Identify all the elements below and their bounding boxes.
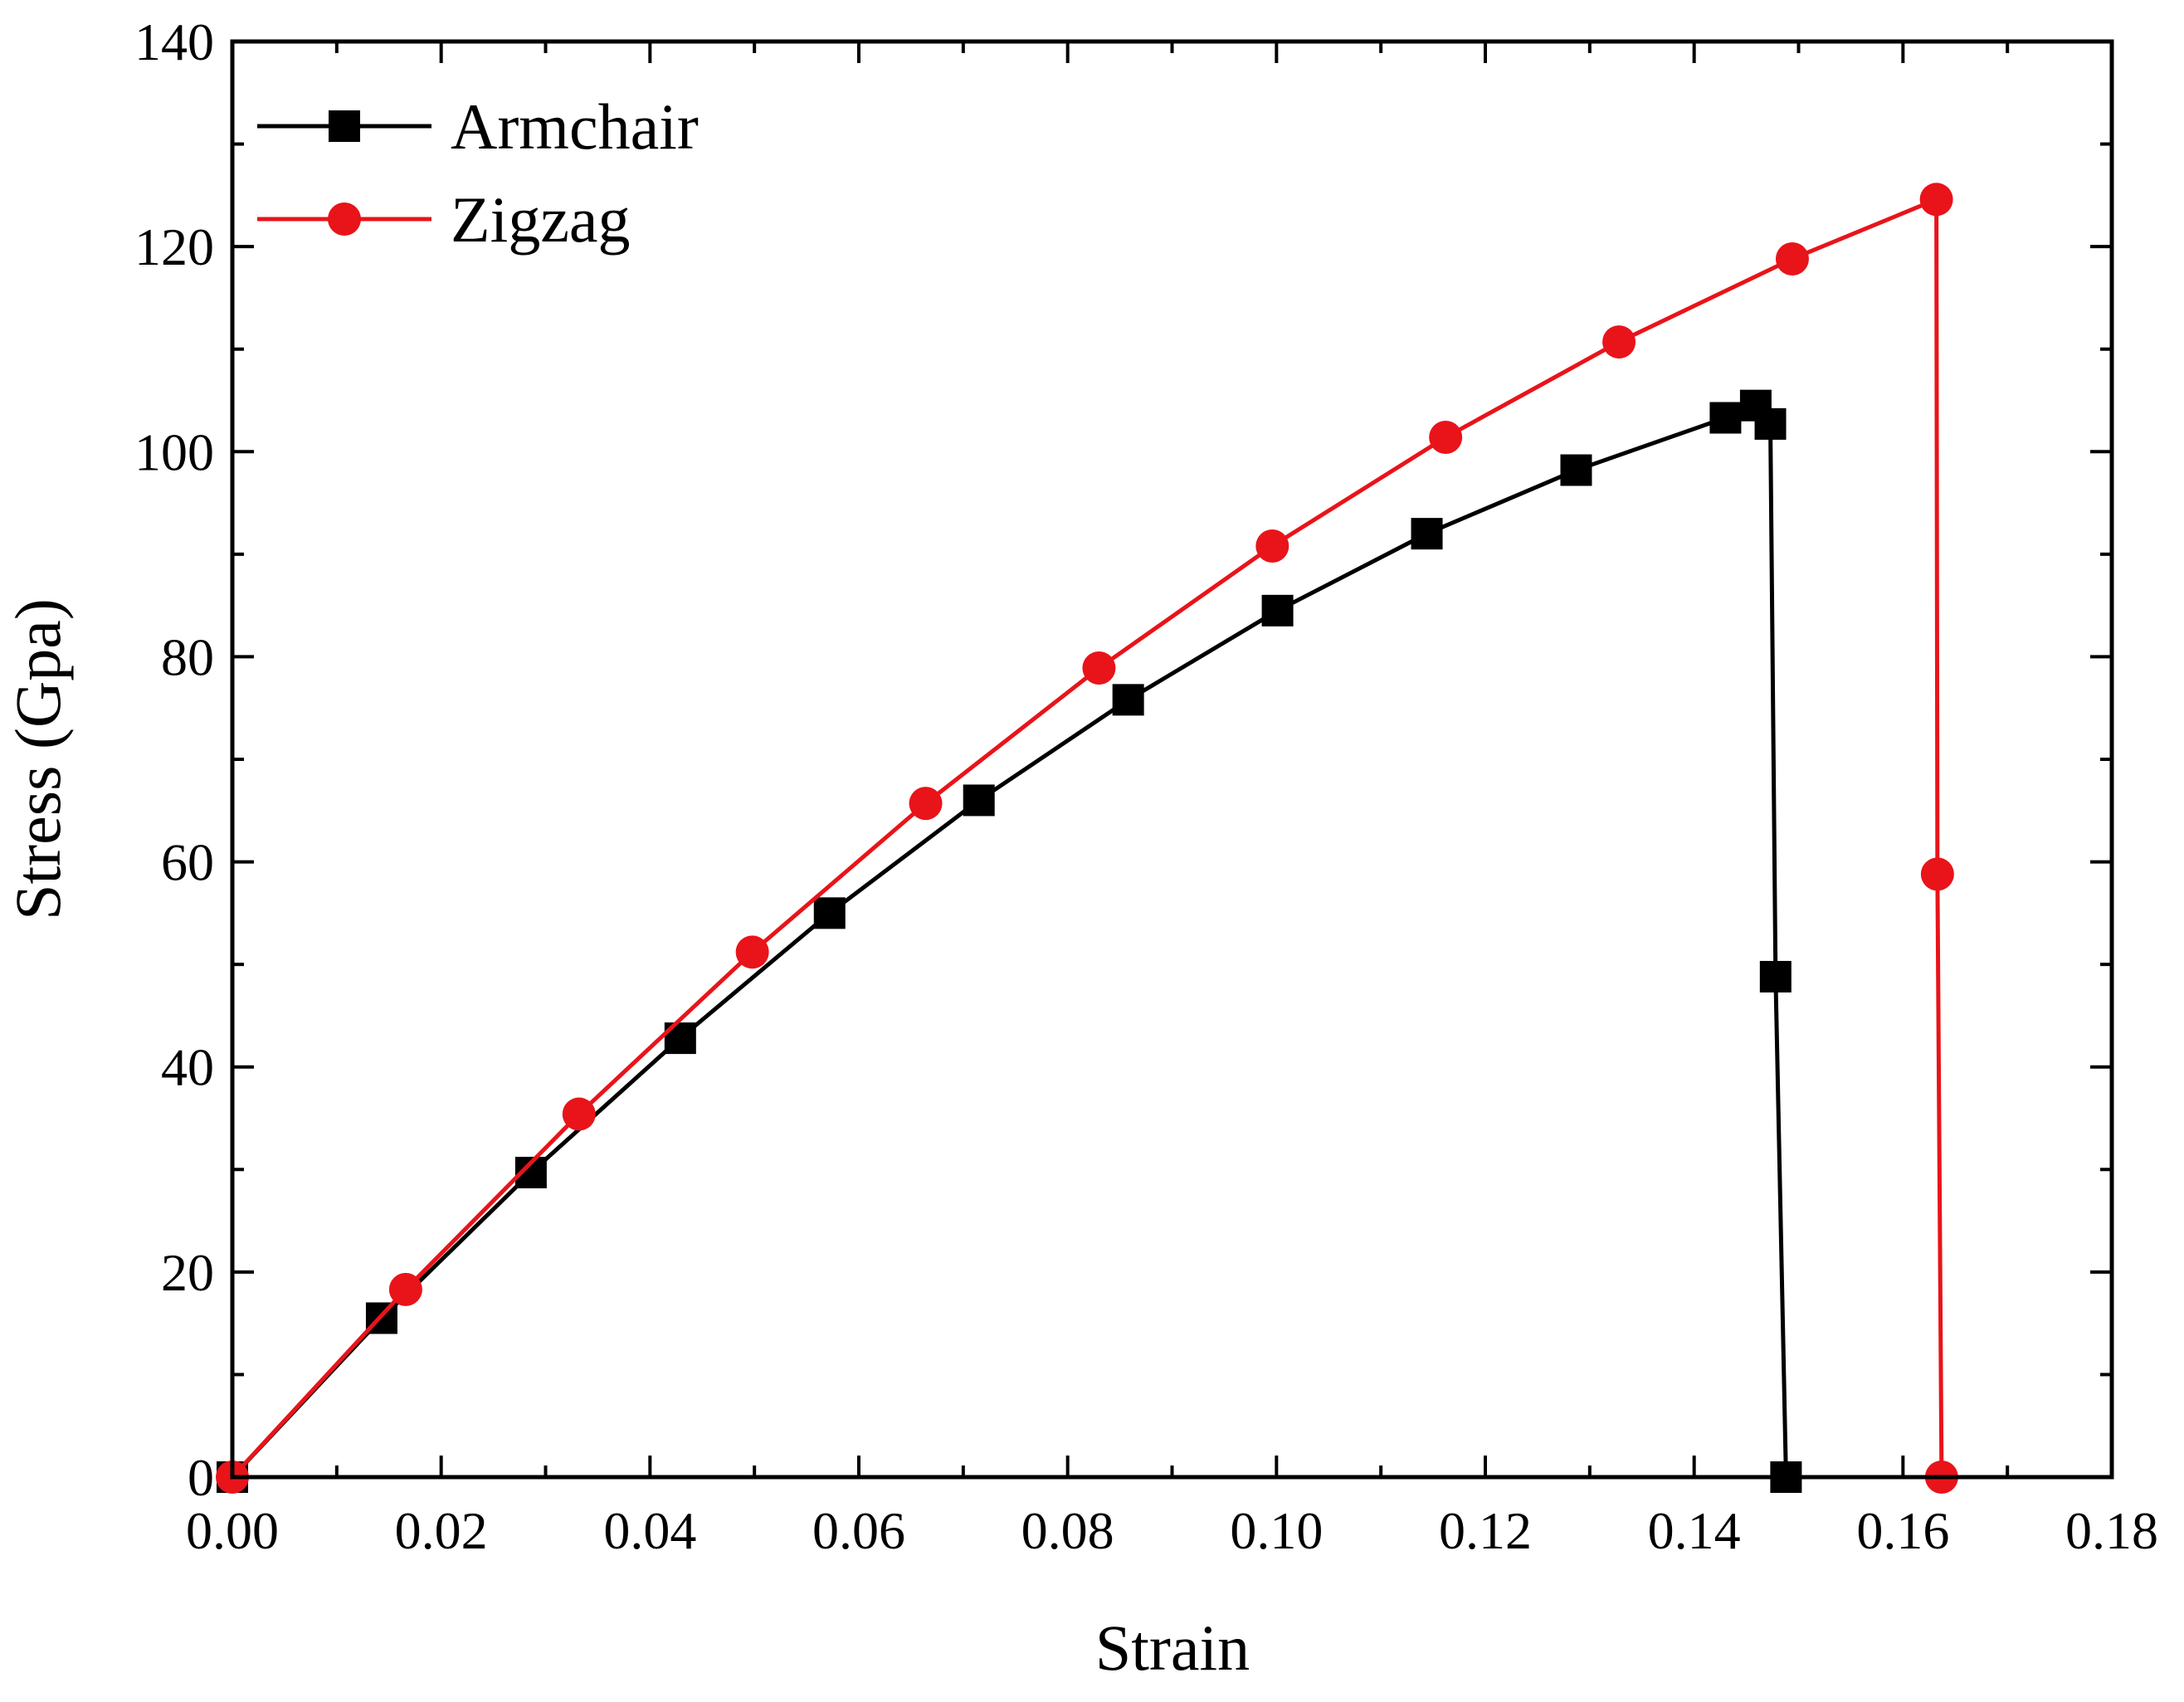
- series-layer: [216, 183, 1958, 1494]
- x-tick-label: 0.00: [186, 1501, 279, 1560]
- x-tick-label: 0.04: [603, 1501, 696, 1560]
- x-axis-title: Strain: [1095, 1612, 1250, 1684]
- y-tick-label: 20: [161, 1243, 214, 1302]
- y-tick-label: 40: [161, 1038, 214, 1097]
- data-point-zigzag: [1082, 651, 1116, 685]
- x-tick-label: 0.10: [1230, 1501, 1323, 1560]
- y-tick-label: 60: [161, 833, 214, 892]
- legend-item-armchair: Armchair: [257, 90, 699, 163]
- y-tick-label: 100: [134, 422, 214, 481]
- legend-marker: [328, 202, 361, 236]
- x-tick-label: 0.18: [2065, 1501, 2158, 1560]
- data-point-zigzag: [388, 1272, 422, 1306]
- data-point-armchair: [1709, 402, 1742, 434]
- data-point-armchair: [1754, 407, 1787, 440]
- y-axis-title: Stress (Gpa): [2, 598, 74, 920]
- data-point-zigzag: [735, 935, 769, 969]
- data-point-zigzag: [1429, 420, 1463, 454]
- data-point-armchair: [1759, 960, 1792, 992]
- data-point-zigzag: [1919, 183, 1953, 217]
- legend-label: Armchair: [451, 90, 699, 163]
- legend: Armchair Zigzag: [257, 90, 699, 256]
- x-tick-label: 0.06: [812, 1501, 905, 1560]
- legend-item-zigzag: Zigzag: [257, 183, 631, 256]
- legend-marker: [329, 110, 360, 142]
- y-tick-label: 120: [134, 217, 214, 276]
- x-tick-label: 0.14: [1648, 1501, 1741, 1560]
- data-point-armchair: [1261, 594, 1294, 627]
- data-point-zigzag: [1602, 325, 1636, 359]
- plot-frame: [230, 39, 2114, 1480]
- data-point-armchair: [963, 784, 995, 817]
- data-point-zigzag: [1920, 857, 1954, 891]
- x-tick-label: 0.02: [395, 1501, 488, 1560]
- x-tick-label: 0.08: [1021, 1501, 1114, 1560]
- data-point-zigzag: [909, 787, 943, 821]
- y-tick-label: 140: [134, 12, 214, 71]
- y-tick-label: 80: [161, 627, 214, 686]
- data-point-armchair: [1112, 684, 1144, 716]
- legend-label: Zigzag: [451, 183, 631, 256]
- data-point-armchair: [813, 897, 846, 929]
- data-point-armchair: [1411, 518, 1443, 550]
- x-tick-label: 0.16: [1856, 1501, 1949, 1560]
- x-tick-label: 0.12: [1439, 1501, 1532, 1560]
- axes: 0.00 0.02 0.04 0.06 0.08 0.10 0.12 0.14 0.16 0.18…: [134, 12, 2158, 1560]
- data-point-zigzag: [1255, 529, 1289, 563]
- y-tick-label: 0: [188, 1448, 214, 1507]
- data-point-zigzag: [1775, 241, 1809, 276]
- data-point-armchair: [1560, 454, 1592, 486]
- data-point-zigzag: [562, 1097, 596, 1131]
